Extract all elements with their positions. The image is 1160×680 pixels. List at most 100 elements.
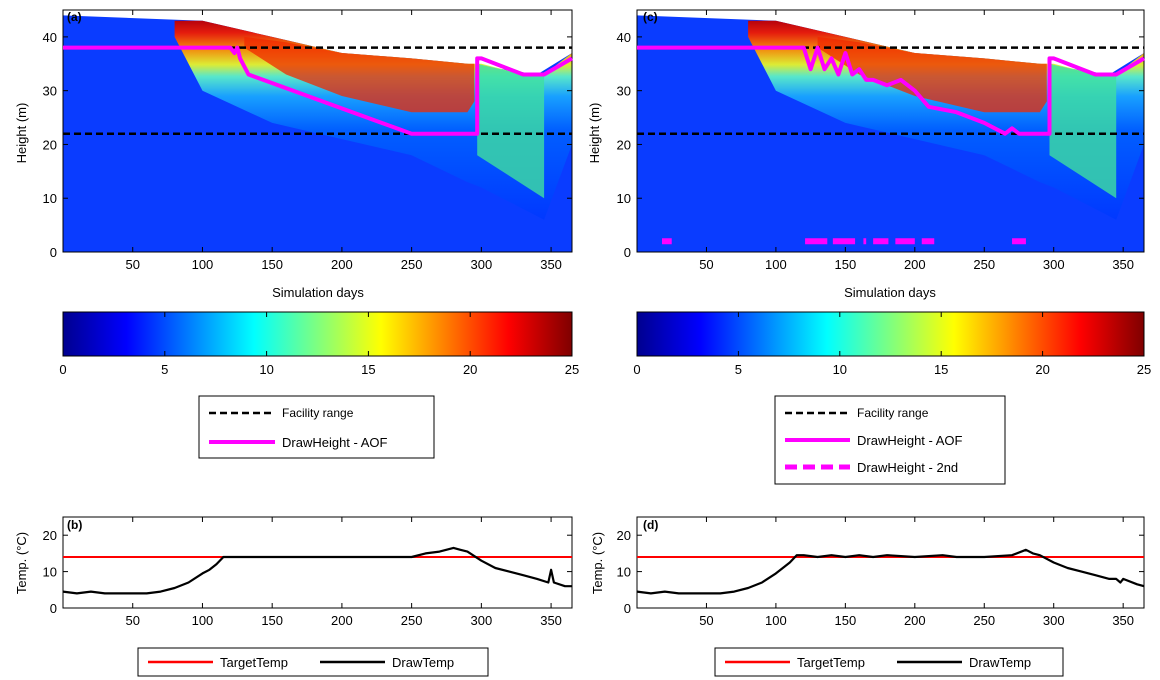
colorbar-tick-label: 0	[59, 362, 66, 377]
legend-a-drawheight-label: DrawHeight - AOF	[282, 435, 388, 450]
colorbar-tick-label: 20	[463, 362, 477, 377]
panel-a-xtick-label: 150	[261, 257, 283, 272]
panel-c-xtick-label: 50	[699, 257, 713, 272]
panel-d-xtick-label: 350	[1112, 613, 1134, 628]
colorbar-gradient	[636, 311, 1145, 357]
legend-a-facility-label: Facility range	[282, 406, 354, 420]
colorbar-tick-label: 25	[565, 362, 579, 377]
panel-a-ytick-label: 40	[43, 30, 57, 45]
legend-d-target-label: TargetTemp	[797, 655, 865, 670]
panel-a-xtick-label: 200	[331, 257, 353, 272]
panel-b-xtick-label: 250	[401, 613, 423, 628]
panel-c-xtick-label: 300	[1043, 257, 1065, 272]
panel-b-xtick-label: 100	[192, 613, 214, 628]
legend-c-facility-label: Facility range	[857, 406, 929, 420]
panel-a-frame	[62, 9, 573, 253]
panel-d-xtick-label: 300	[1043, 613, 1065, 628]
panel-a-ylabel: Height (m)	[14, 103, 29, 164]
panel-b-label: (b)	[67, 518, 82, 532]
panel-d-frame	[636, 516, 1145, 609]
panel-c-ytick-label: 0	[624, 245, 631, 260]
legend-b: TargetTemp DrawTemp	[137, 647, 489, 677]
colorbar-gradient	[62, 311, 573, 357]
draw-temp-line	[62, 546, 572, 595]
panel-a-xtick-label: 300	[471, 257, 493, 272]
panel-b-ytick-label: 0	[50, 601, 57, 616]
panel-a-ytick-label: 30	[43, 84, 57, 99]
draw-temp-line	[636, 548, 1145, 595]
panel-c-xtick-label: 100	[765, 257, 787, 272]
panel-c-plot-area: 50 100 150 200 250 300 350 0 10 20 30 40	[617, 9, 1146, 272]
panel-b-ytick-label: 10	[43, 565, 57, 580]
panel-c-ytick-label: 30	[617, 84, 631, 99]
legend-b-box	[137, 647, 489, 677]
legend-c-drawheight-label: DrawHeight - AOF	[857, 433, 963, 448]
panel-b-frame	[62, 516, 573, 609]
drawheight-aof-line	[63, 45, 573, 136]
panel-a-ytick-label: 20	[43, 137, 57, 152]
panel-d-ytick-label: 20	[617, 528, 631, 543]
colorbar-tick-label: 0	[633, 362, 640, 377]
colorbar-tick-label: 5	[161, 362, 168, 377]
legend-d-draw-label: DrawTemp	[969, 655, 1031, 670]
panel-d-xtick-label: 100	[765, 613, 787, 628]
panel-b-plot-area: 50 100 150 200 250 300 350 0 10 20	[43, 516, 573, 628]
panel-d-ytick-label: 10	[617, 565, 631, 580]
legend-d: TargetTemp DrawTemp	[714, 647, 1064, 677]
colorbar-tick-label: 10	[259, 362, 273, 377]
legend-b-draw-label: DrawTemp	[392, 655, 454, 670]
legend-b-target-label: TargetTemp	[220, 655, 288, 670]
panel-c-ytick-label: 10	[617, 191, 631, 206]
reservoir-mixed-layer	[477, 63, 545, 199]
colorbar-tick-label: 10	[833, 362, 847, 377]
panel-d-ytick-label: 0	[624, 601, 631, 616]
panel-b-xtick-label: 200	[331, 613, 353, 628]
panel-c-xtick-label: 350	[1112, 257, 1134, 272]
panel-b-ytick-label: 20	[43, 528, 57, 543]
panel-a-ytick-label: 10	[43, 191, 57, 206]
panel-d-xtick-label: 250	[973, 613, 995, 628]
panel-a: 50 100 150 200 250 300 350 0 10 20 30 40 (a) Simula…	[14, 9, 573, 300]
panel-d-xtick-label: 50	[699, 613, 713, 628]
panel-a-xtick-label: 250	[401, 257, 423, 272]
drawheight-aof-line	[637, 45, 1146, 136]
panel-c-label: (c)	[643, 10, 658, 24]
reservoir-mixed-layer	[1049, 63, 1117, 199]
colorbar-left: 0 5 10 15 20 25	[59, 311, 579, 377]
legend-c: Facility range DrawHeight - AOF DrawHeig…	[774, 395, 1006, 485]
panel-c-xlabel: Simulation days	[844, 285, 936, 300]
panel-b-ylabel: Temp. (°C)	[14, 532, 29, 594]
panel-c-xtick-label: 200	[904, 257, 926, 272]
panel-d-label: (d)	[643, 518, 658, 532]
panel-d-ylabel: Temp. (°C)	[590, 532, 605, 594]
reservoir-hot-band	[244, 36, 475, 113]
panel-c: 50 100 150 200 250 300 350 0 10 20 30 40 (c) Simula…	[587, 9, 1146, 300]
colorbar-tick-label: 20	[1035, 362, 1049, 377]
colorbar-tick-label: 15	[934, 362, 948, 377]
panel-d: 50 100 150 200 250 300 350 0 10 20 (d) Temp. (°C)	[590, 516, 1145, 628]
panel-b: 50 100 150 200 250 300 350 0 10 20 (b) Temp. (°C)	[14, 516, 573, 628]
legend-c-second-label: DrawHeight - 2nd	[857, 460, 958, 475]
panel-a-xtick-label: 350	[540, 257, 562, 272]
colorbar-tick-label: 15	[361, 362, 375, 377]
panel-b-xtick-label: 150	[261, 613, 283, 628]
panel-a-xlabel: Simulation days	[272, 285, 364, 300]
colorbar-tick-label: 5	[735, 362, 742, 377]
colorbar-right: 0 5 10 15 20 25	[633, 311, 1151, 377]
panel-d-xtick-label: 200	[904, 613, 926, 628]
panel-c-xtick-label: 250	[973, 257, 995, 272]
colorbar-tick-label: 25	[1137, 362, 1151, 377]
panel-c-xtick-label: 150	[835, 257, 857, 272]
panel-b-xtick-label: 350	[540, 613, 562, 628]
panel-a-plot-area: 50 100 150 200 250 300 350 0 10 20 30 40	[43, 9, 573, 272]
panel-a-ytick-label: 0	[50, 245, 57, 260]
panel-d-plot-area: 50 100 150 200 250 300 350 0 10 20	[617, 516, 1145, 628]
panel-d-xtick-label: 150	[835, 613, 857, 628]
panel-c-ytick-label: 40	[617, 30, 631, 45]
legend-a-box	[198, 395, 435, 459]
legend-a: Facility range DrawHeight - AOF	[198, 395, 435, 459]
panel-a-xtick-label: 50	[125, 257, 139, 272]
panel-a-label: (a)	[67, 10, 82, 24]
panel-c-ytick-label: 20	[617, 137, 631, 152]
